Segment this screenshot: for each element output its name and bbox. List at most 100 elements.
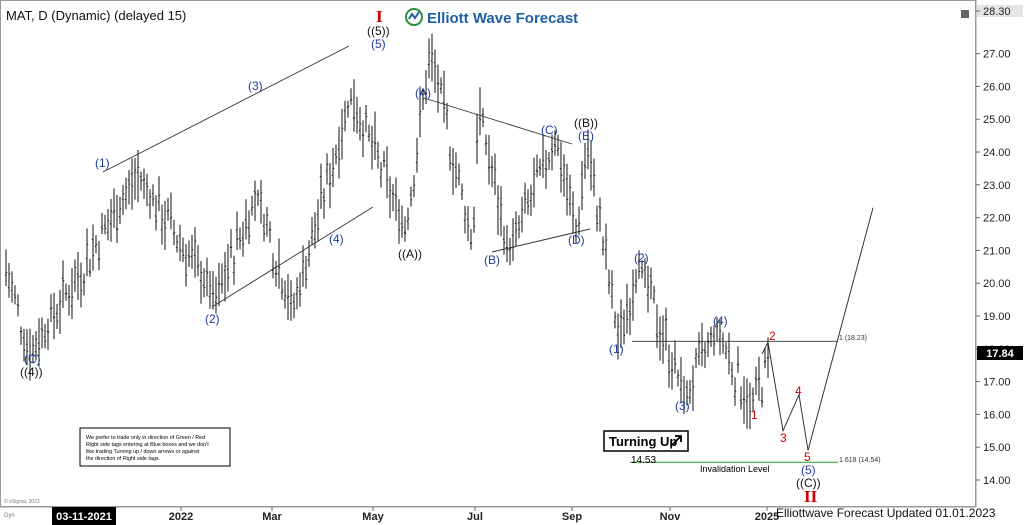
ohlc-bar (679, 357, 683, 403)
wave-label-1: (1) (95, 156, 110, 170)
ohlc-bar (649, 267, 653, 300)
ohlc-bar (337, 126, 341, 179)
triangle-lower-line (491, 228, 591, 253)
ohlc-bar (262, 213, 266, 242)
ohlc-bar (10, 271, 14, 303)
wave-label-w4-low: ((4)) (20, 365, 43, 379)
ohlc-bar (391, 184, 395, 212)
time-axis: 2022 Mar May Jul Sep Nov 2025 (169, 507, 779, 523)
ohlc-bar (256, 189, 260, 207)
ohlc-bar (487, 135, 491, 185)
ohlc-bar (352, 79, 356, 132)
ohlc-bar (757, 356, 761, 401)
ohlc-bar (460, 183, 464, 200)
ohlc-bar (481, 107, 485, 128)
ohlc-bar (406, 207, 410, 230)
ohlc-bar (358, 107, 362, 141)
ohlc-bar (94, 235, 98, 254)
ohlc-bar (52, 292, 56, 340)
ohlc-bar (4, 249, 8, 287)
ohlc-bar (724, 342, 728, 360)
ohlc-bar (382, 150, 386, 168)
ohlc-bar (37, 318, 41, 367)
ohlc-bar (538, 158, 542, 176)
fib-1-label: 1 (18.23) (839, 335, 867, 342)
ohlc-bar (76, 252, 80, 300)
ohlc-bar (640, 260, 644, 279)
ohlc-bar (88, 259, 92, 277)
ohlc-bar (43, 323, 47, 349)
ohlc-bar (349, 88, 353, 105)
ohlc-bar (490, 155, 494, 188)
ohlc-bar (454, 152, 458, 189)
wave-labels: (C) ((4)) (1) (2) (3) (4) (5) ((5)) I (A… (20, 7, 821, 506)
ohlc-bar (385, 146, 389, 199)
ohlc-bar (133, 157, 137, 200)
ohlc-bar (484, 134, 488, 156)
ohlc-bar (325, 153, 329, 185)
ohlc-bar (121, 184, 125, 215)
ohlc-bar (67, 284, 71, 316)
ohlc-bar (535, 154, 539, 178)
ohlc-bar (499, 186, 503, 237)
ohlc-bar (211, 271, 215, 310)
chart-menu-icon[interactable] (961, 10, 969, 18)
ohlc-bar (565, 163, 569, 216)
ohlc-bar (160, 204, 164, 245)
ohlc-bar (280, 278, 284, 300)
wave-label-r5: 5 (804, 450, 811, 464)
wave-label-roman-i: I (376, 7, 383, 26)
ohlc-bar (91, 224, 95, 271)
turning-up-badge: Turning Up (603, 430, 689, 452)
ohlc-bar (286, 274, 290, 320)
price-tick-label: 28.30 (983, 6, 1011, 18)
ohlc-bar (28, 328, 32, 381)
ohlc-bar (58, 289, 62, 334)
price-tick-label: 17.00 (983, 377, 1011, 389)
ohlc-bar (334, 144, 338, 165)
copyright: © eSignal, 2023 (4, 498, 40, 505)
ohlc-bar (343, 100, 347, 132)
ohlc-bar (247, 210, 251, 245)
ohlc-bar (154, 195, 158, 231)
dyn-label: Dyn (4, 513, 15, 519)
ohlc-bar (184, 243, 188, 287)
ohlc-bar (103, 214, 107, 235)
brand-logo: Elliott Wave Forecast (405, 8, 578, 27)
wave-label-r4: 4 (795, 384, 802, 398)
ohlc-bar (115, 194, 119, 243)
ohlc-bar (700, 322, 704, 367)
ohlc-bar (205, 257, 209, 297)
wave-label-n3: (3) (675, 399, 690, 413)
ohlc-bar (571, 191, 575, 234)
price-tick-label: 27.00 (983, 49, 1011, 61)
ohlc-bar (199, 261, 203, 304)
wave-label-cc: ((C)) (796, 476, 821, 490)
structure-lines (102, 45, 874, 463)
ohlc-bar (676, 369, 680, 387)
ohlc-bar (532, 157, 536, 208)
wave-label-5-top: ((5)) (367, 24, 390, 38)
ohlc-bar (568, 174, 572, 216)
ohlc-bar (403, 216, 407, 242)
trading-note: We prefer to trade only in direction of … (79, 427, 231, 467)
price-tick-label: 21.00 (983, 245, 1011, 257)
ohlc-bar (361, 120, 365, 158)
ohlc-bar (619, 299, 623, 348)
ohlc-bar (175, 235, 179, 253)
ohlc-bar (586, 129, 590, 170)
ohlc-bar (733, 377, 737, 406)
ohlc-bar (514, 211, 518, 246)
projection-path (761, 207, 874, 451)
price-tick-label: 23.00 (983, 180, 1011, 192)
ohlc-bar (625, 283, 629, 334)
price-tick-label: 15.00 (983, 442, 1011, 454)
price-tick-label: 16.00 (983, 409, 1011, 421)
ohlc-bar (475, 113, 479, 164)
wave-label-c-low: (C) (24, 352, 41, 366)
ohlc-bar (298, 272, 302, 307)
ohlc-bar (250, 195, 254, 216)
ohlc-bar (754, 366, 758, 395)
ohlc-bar (520, 196, 524, 233)
ohlc-bar (220, 263, 224, 294)
